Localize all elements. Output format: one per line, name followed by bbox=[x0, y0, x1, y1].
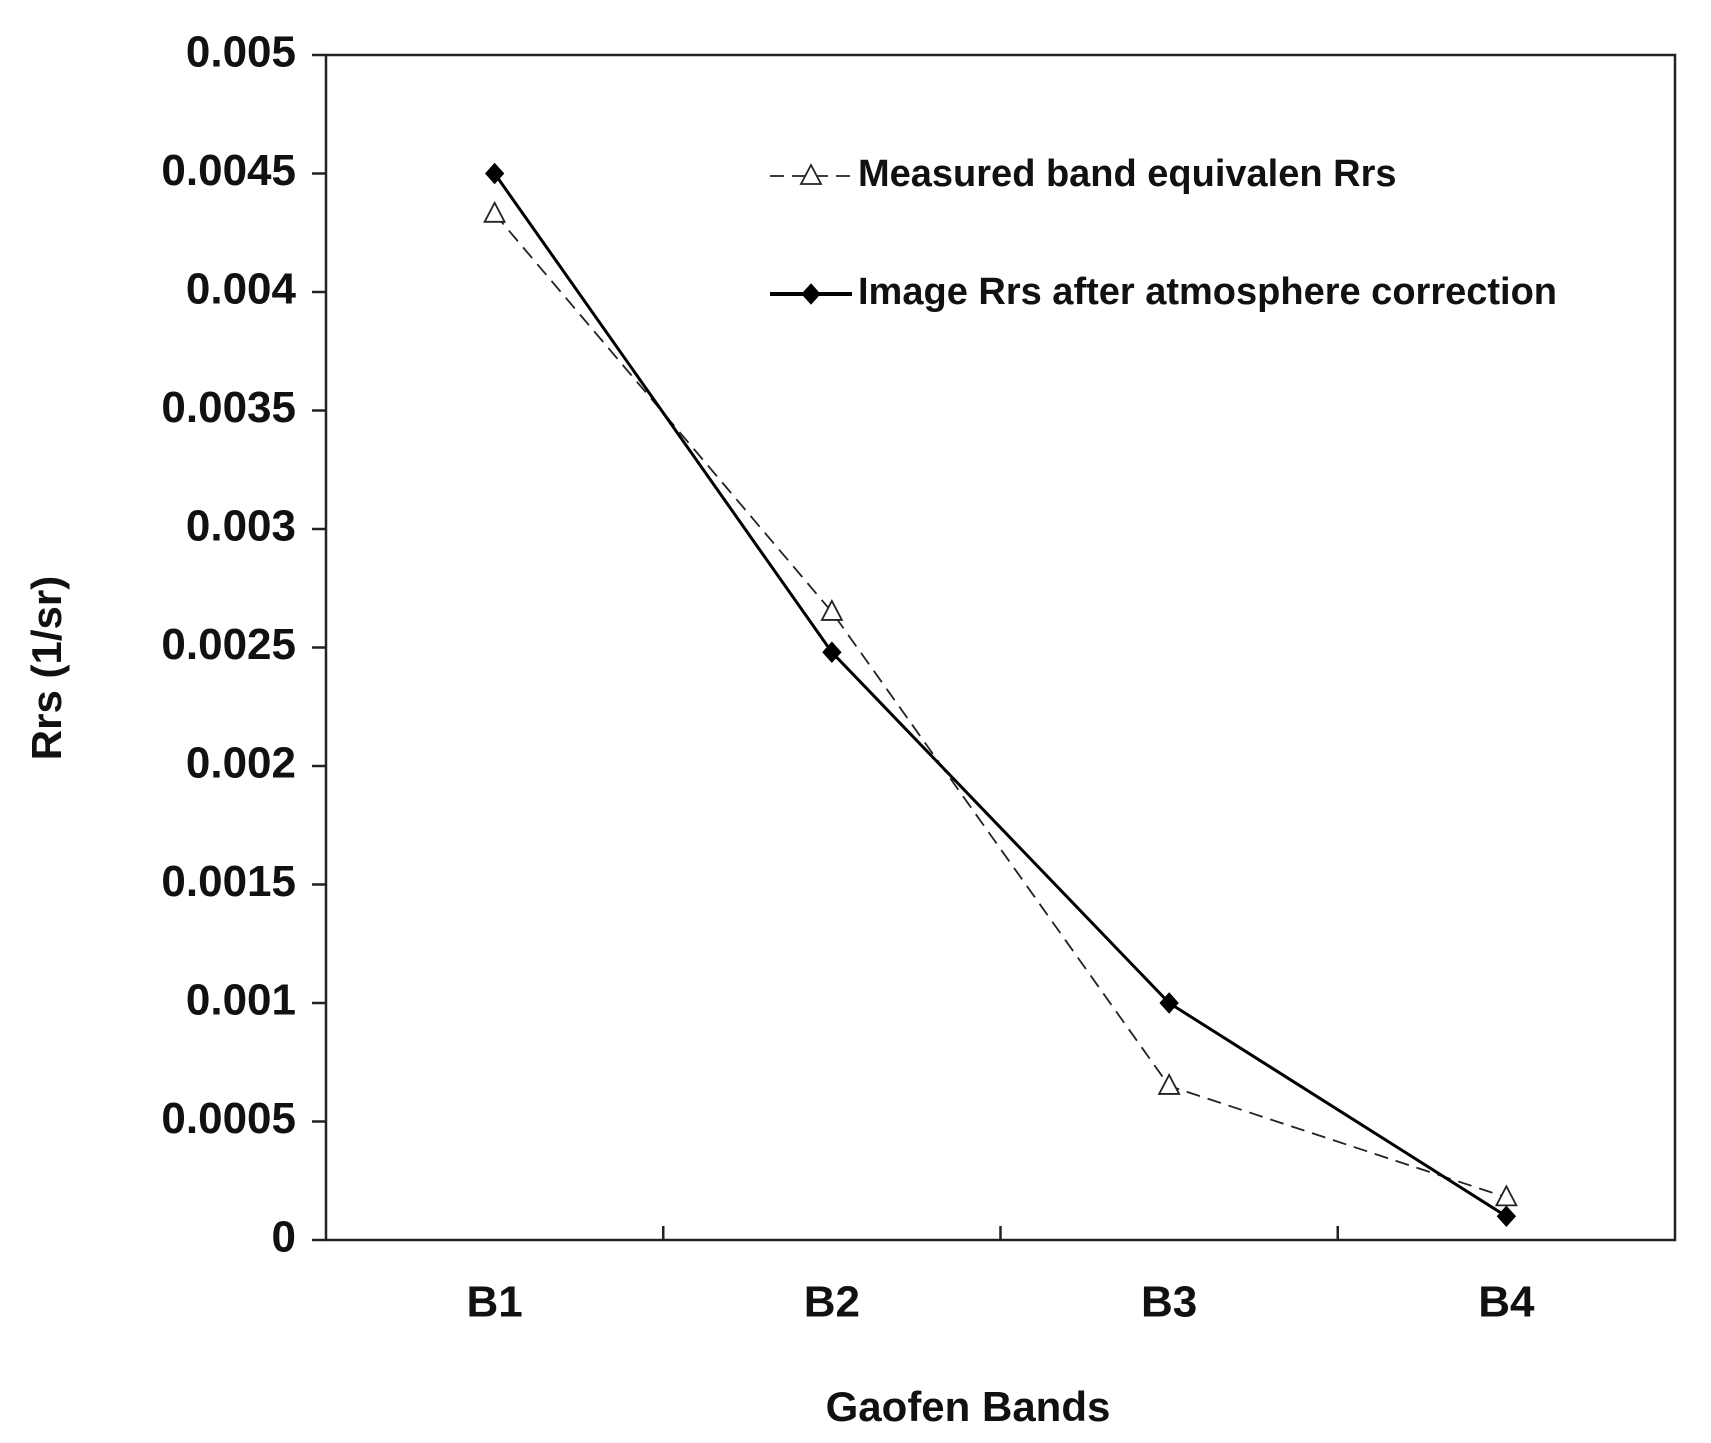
y-tick-label: 0 bbox=[272, 1213, 296, 1262]
marker bbox=[801, 283, 821, 305]
x-tick-label: B2 bbox=[804, 1278, 860, 1327]
y-tick-label: 0.0005 bbox=[161, 1094, 296, 1143]
marker bbox=[820, 599, 844, 621]
marker bbox=[1157, 1073, 1181, 1095]
y-tick-label: 0.005 bbox=[186, 28, 296, 77]
series-line bbox=[493, 213, 1507, 1199]
x-tick-label: B1 bbox=[467, 1278, 523, 1327]
y-tick-label: 0.001 bbox=[186, 976, 296, 1025]
y-tick-label: 0.0025 bbox=[161, 620, 296, 669]
x-tick-label: B3 bbox=[1141, 1278, 1197, 1327]
legend-label: Measured band equivalen Rrs bbox=[858, 153, 1397, 195]
legend-label: Image Rrs after atmosphere correction bbox=[858, 271, 1557, 313]
y-tick-label: 0.0015 bbox=[161, 857, 296, 906]
y-tick-label: 0.0035 bbox=[161, 383, 296, 432]
series-line bbox=[493, 172, 1508, 1218]
marker bbox=[799, 163, 823, 185]
x-tick-label: B4 bbox=[1478, 1278, 1535, 1327]
marker bbox=[484, 162, 505, 185]
y-tick-label: 0.0045 bbox=[161, 146, 296, 195]
marker bbox=[1494, 1184, 1518, 1207]
marker bbox=[1496, 1205, 1517, 1228]
marker bbox=[1159, 992, 1179, 1014]
y-axis-label: Rrs (1/sr) bbox=[23, 576, 70, 760]
marker bbox=[483, 200, 507, 223]
y-tick-label: 0.002 bbox=[186, 739, 296, 788]
marker bbox=[822, 641, 842, 663]
y-tick-label: 0.004 bbox=[186, 265, 297, 314]
y-tick-label: 0.003 bbox=[186, 502, 296, 551]
x-axis-label: Gaofen Bands bbox=[826, 1383, 1111, 1430]
